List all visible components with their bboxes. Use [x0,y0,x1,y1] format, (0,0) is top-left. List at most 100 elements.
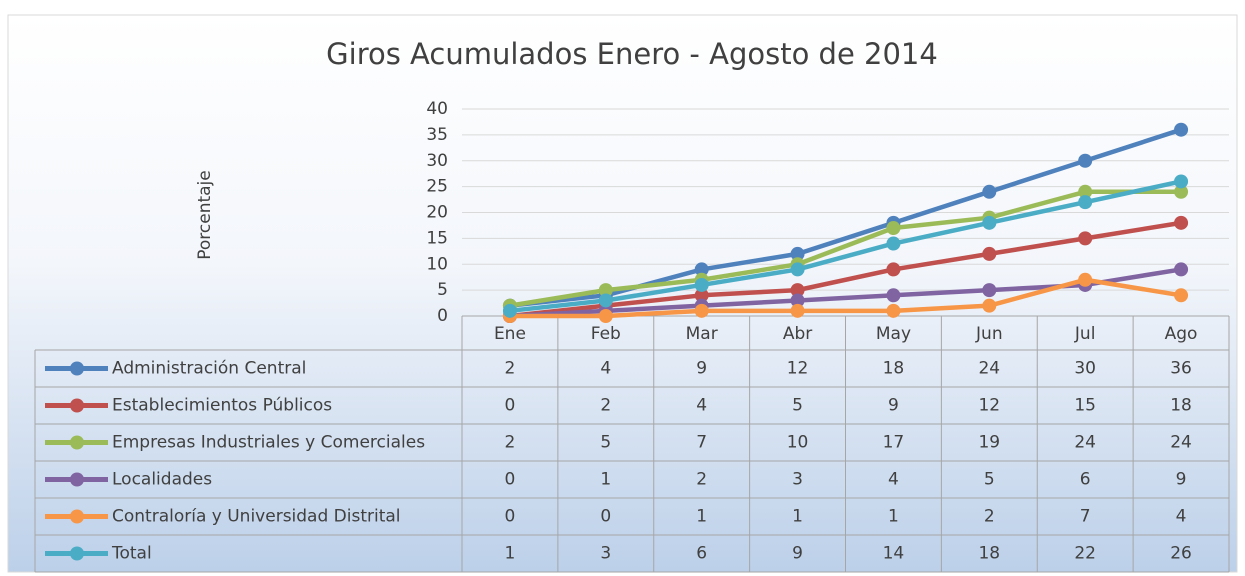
point [790,293,805,308]
table-value: 1 [696,507,707,527]
table-value: 15 [1074,396,1096,416]
point [1174,174,1189,189]
table-value: 5 [984,470,995,490]
chart-title: Giros Acumulados Enero - Agosto de 2014 [326,37,938,71]
y-axis-label: Porcentaje [195,170,215,260]
table-value: 2 [505,359,516,379]
y-tick-label: 0 [437,306,448,326]
table-value: 1 [888,507,899,527]
x-tick-label: Abr [783,324,812,344]
table-value: 12 [978,396,1000,416]
legend-key [70,398,84,413]
table-value: 3 [792,470,803,490]
point [502,303,517,318]
table-value: 19 [978,433,1000,453]
table-value: 6 [1080,470,1091,490]
series-line [509,127,1182,308]
legend-label: Contraloría y Universidad Distrital [112,507,401,527]
point [598,293,613,308]
legend-label: Empresas Industriales y Comerciales [112,433,425,453]
table-value: 1 [600,470,611,490]
table-value: 5 [792,396,803,416]
point [886,221,901,236]
legend-key [70,546,84,561]
point [790,303,805,318]
point [982,184,997,199]
point [982,298,997,313]
table-value: 4 [696,396,707,416]
legend-key [70,509,84,524]
point [598,283,613,298]
point [694,303,709,318]
point [886,288,901,303]
point [790,262,805,277]
point [1174,122,1189,137]
x-tick-label: Mar [686,324,718,344]
point [694,262,709,277]
point [1078,195,1093,210]
series-line [509,189,1182,308]
legend-label: Establecimientos Públicos [112,396,332,416]
table-value: 0 [505,507,516,527]
legend-key [70,472,84,487]
table-value: 24 [1074,433,1096,453]
table-value: 26 [1170,544,1192,564]
table-value: 2 [505,433,516,453]
table-value: 18 [978,544,1000,564]
table-value: 9 [888,396,899,416]
table-value: 18 [1170,396,1192,416]
series-line [509,277,1182,319]
table-value: 14 [883,544,905,564]
y-tick-label: 40 [426,99,448,119]
point [1174,288,1189,303]
table-value: 4 [600,359,611,379]
point [982,215,997,230]
x-tick-label: Jul [1074,324,1096,344]
legend-label: Total [111,544,152,564]
table-value: 9 [1176,470,1187,490]
table-value: 2 [600,396,611,416]
point [1078,184,1093,199]
point [1174,184,1189,199]
table-value: 10 [787,433,809,453]
series-line [509,179,1182,314]
table-value: 36 [1170,359,1192,379]
table-value: 2 [984,507,995,527]
table-value: 5 [600,433,611,453]
table-value: 12 [787,359,809,379]
y-tick-label: 20 [426,203,448,223]
point [1078,231,1093,246]
table-value: 9 [792,544,803,564]
point [694,277,709,292]
table-value: 22 [1074,544,1096,564]
table-value: 0 [505,470,516,490]
legend-key [70,361,84,376]
table-value: 2 [696,470,707,490]
table-value: 1 [505,544,516,564]
point [1078,153,1093,168]
table-value: 7 [696,433,707,453]
series-line [509,220,1182,319]
table-value: 24 [978,359,1000,379]
x-tick-label: May [876,324,911,344]
point [694,288,709,303]
point [886,303,901,318]
table-value: 0 [600,507,611,527]
y-tick-label: 35 [426,125,448,145]
table-value: 9 [696,359,707,379]
x-tick-label: Ene [494,324,526,344]
legend-key [70,435,84,450]
table-value: 3 [600,544,611,564]
legend-label: Administración Central [112,359,306,379]
y-tick-label: 10 [426,254,448,274]
point [1078,272,1093,287]
table-value: 30 [1074,359,1096,379]
point [1174,262,1189,277]
legend-label: Localidades [112,470,212,490]
x-tick-label: Feb [591,324,621,344]
point [886,236,901,251]
x-tick-label: Jun [975,324,1003,344]
y-tick-label: 30 [426,151,448,171]
point [598,309,613,323]
